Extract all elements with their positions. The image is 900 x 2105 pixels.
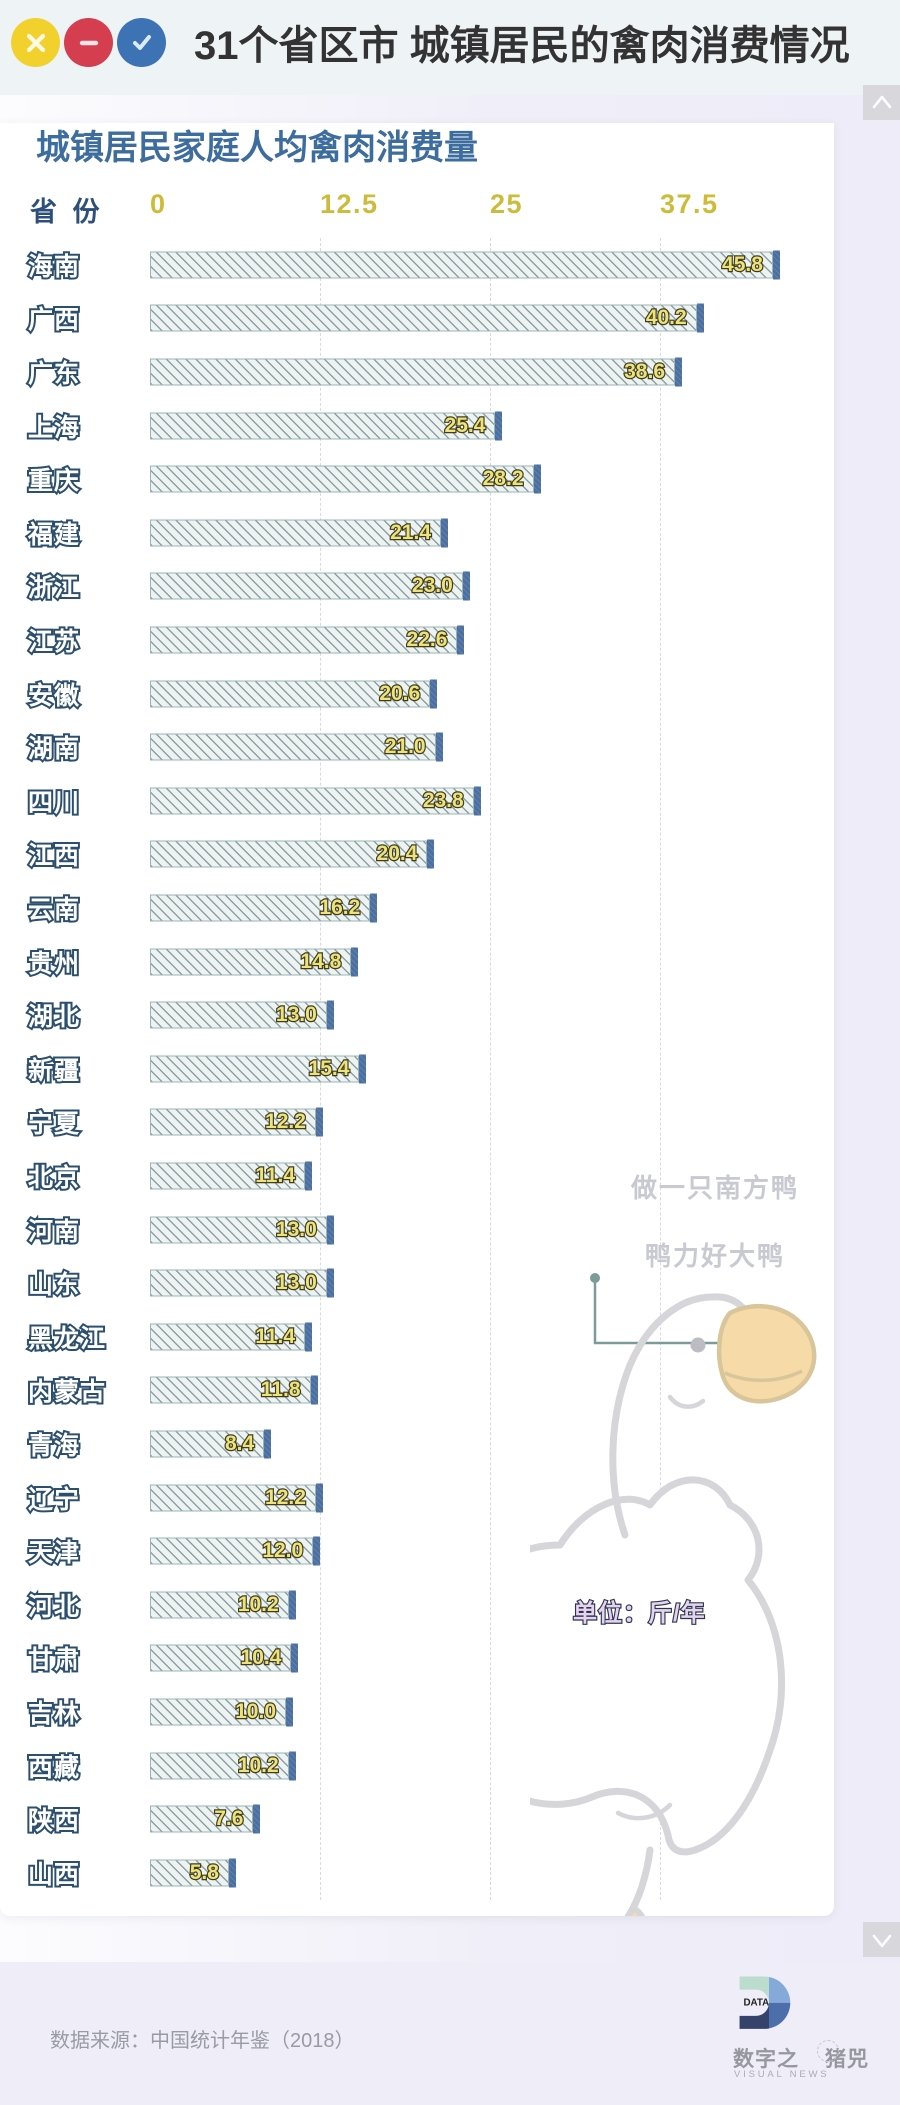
svg-text:DATA: DATA — [743, 1997, 769, 2008]
